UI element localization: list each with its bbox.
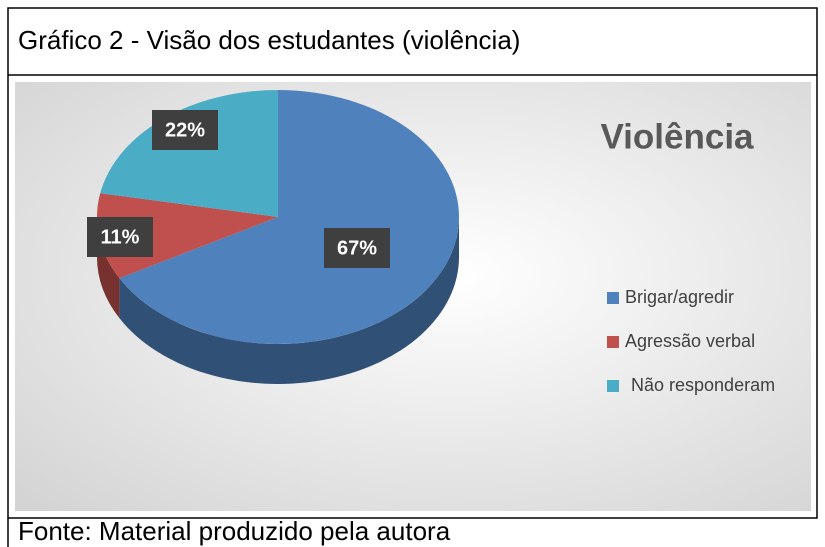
data-label: 67%: [337, 237, 377, 259]
data-label: 22%: [165, 119, 205, 141]
slice: [100, 90, 278, 217]
slice: [119, 90, 460, 345]
label-box: [87, 217, 153, 257]
legend-label: Agressão verbal: [625, 331, 755, 351]
legend-label: Brigar/agredir: [625, 287, 734, 307]
label-box: [324, 228, 390, 268]
legend-swatch: [607, 380, 619, 392]
slice-side: [119, 217, 459, 384]
legend-label: Não responderam: [631, 375, 775, 395]
slice-side: [97, 217, 120, 319]
legend-swatch: [607, 336, 619, 348]
source: Fonte: Material produzido pela autora: [18, 516, 451, 546]
frame: [7, 7, 818, 519]
legend-swatch: [607, 292, 619, 304]
data-label: 11%: [101, 226, 140, 248]
chart-title: Violência: [600, 117, 754, 156]
label-box: [152, 110, 218, 150]
caption: Gráfico 2 - Visão dos estudantes (violên…: [18, 25, 520, 55]
